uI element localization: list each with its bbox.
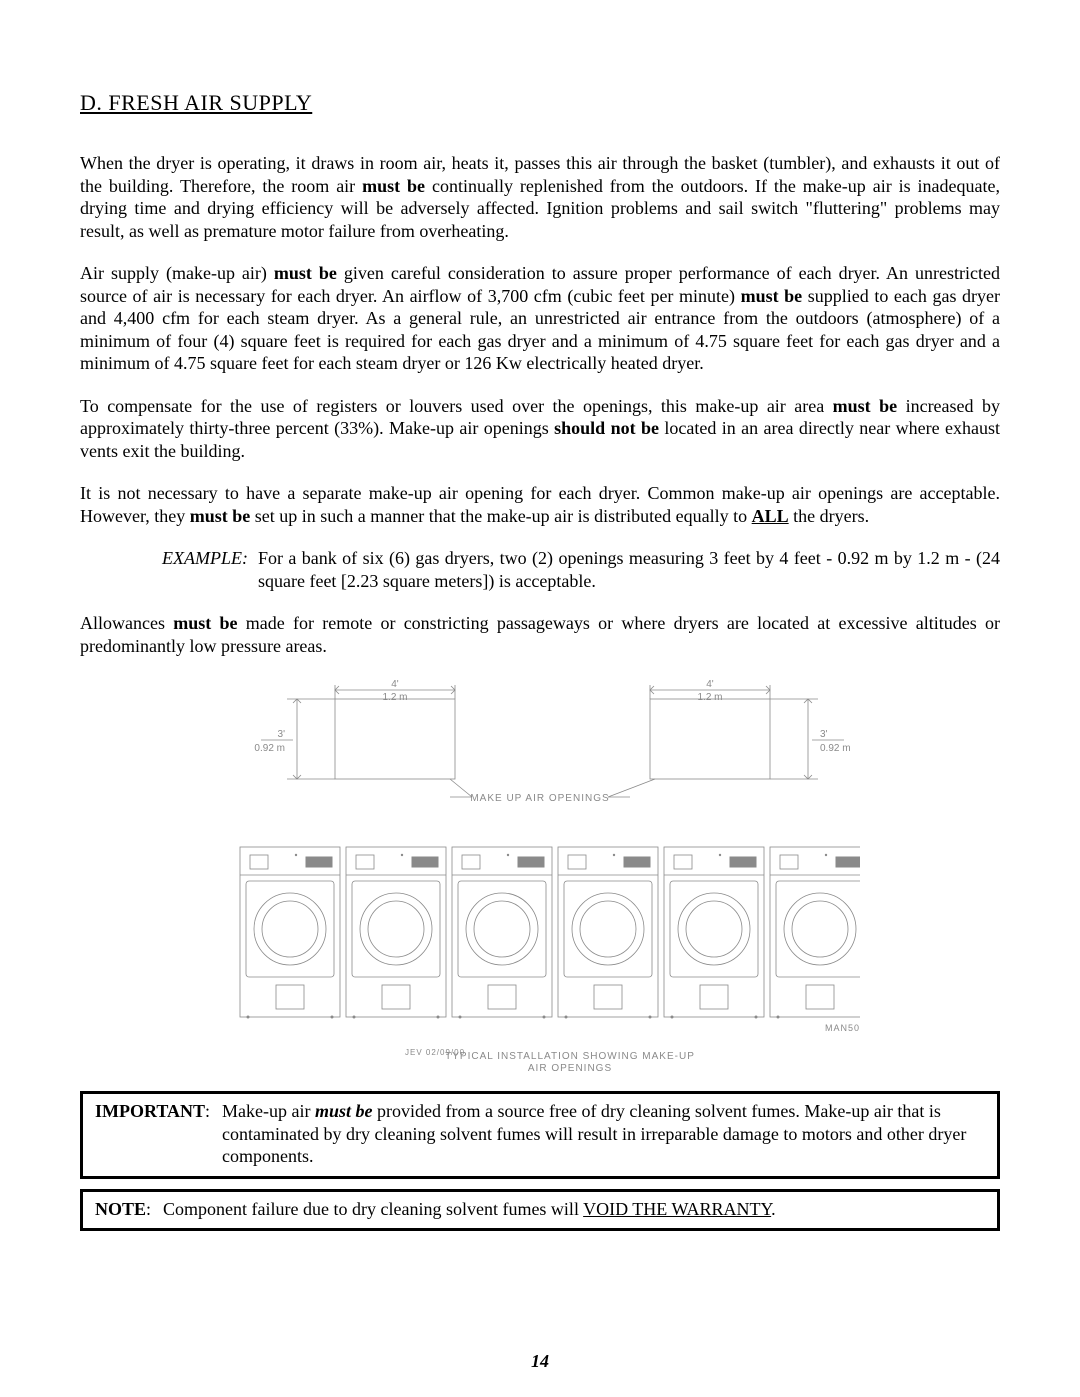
- svg-text:1.2 m: 1.2 m: [382, 692, 407, 703]
- svg-text:1.2 m: 1.2 m: [697, 692, 722, 703]
- svg-text:MAN5008: MAN5008: [825, 1023, 860, 1033]
- paragraph-3: To compensate for the use of registers o…: [80, 395, 1000, 463]
- page-number: 14: [0, 1351, 1080, 1372]
- text: To compensate for the use of registers o…: [80, 396, 833, 416]
- paragraph-4: It is not necessary to have a separate m…: [80, 482, 1000, 527]
- bold: must be: [833, 396, 897, 416]
- page: D. FRESH AIR SUPPLY When the dryer is op…: [0, 0, 1080, 1397]
- note-text: Component failure due to dry cleaning so…: [163, 1198, 985, 1221]
- svg-text:MAKE UP AIR OPENINGS: MAKE UP AIR OPENINGS: [470, 793, 609, 804]
- note-label: NOTE:: [95, 1198, 163, 1221]
- paragraph-2: Air supply (make-up air) must be given c…: [80, 262, 1000, 375]
- important-text: Make-up air must be provided from a sour…: [222, 1100, 985, 1168]
- section-title: D. FRESH AIR SUPPLY: [80, 90, 1000, 116]
- note-box: NOTE: Component failure due to dry clean…: [80, 1189, 1000, 1232]
- bold: IMPORTANT: [95, 1101, 205, 1121]
- bold: must be: [362, 176, 425, 196]
- example-text: For a bank of six (6) gas dryers, two (2…: [258, 547, 1000, 592]
- bold: NOTE: [95, 1199, 146, 1219]
- svg-text:4': 4': [391, 679, 399, 690]
- text: Make-up air: [222, 1101, 315, 1121]
- bold: must be: [173, 613, 237, 633]
- bold-italic: must be: [315, 1101, 373, 1121]
- important-box: IMPORTANT: Make-up air must be provided …: [80, 1091, 1000, 1179]
- svg-text:0.92 m: 0.92 m: [820, 743, 851, 754]
- example-label: EXAMPLE:: [162, 547, 258, 592]
- svg-text:AIR OPENINGS: AIR OPENINGS: [528, 1063, 612, 1074]
- text: .: [771, 1199, 776, 1219]
- text: the dryers.: [789, 506, 869, 526]
- svg-text:3': 3': [820, 729, 828, 740]
- text: Allowances: [80, 613, 173, 633]
- bold-underline: ALL: [752, 506, 789, 526]
- bold: must be: [190, 506, 251, 526]
- figure-svg: 4' 1.2 m 3' 0.92 m 4' 1.2 m 3' 0.92 m MAKE UP AI…: [220, 677, 860, 1077]
- underline: VOID THE WARRANTY: [583, 1199, 771, 1219]
- bold: must be: [741, 286, 803, 306]
- text: set up in such a manner that the make-up…: [250, 506, 751, 526]
- svg-text:4': 4': [706, 679, 714, 690]
- bold: should not be: [554, 418, 659, 438]
- bold: must be: [274, 263, 337, 283]
- installation-figure: 4' 1.2 m 3' 0.92 m 4' 1.2 m 3' 0.92 m MAKE UP AI…: [220, 677, 860, 1077]
- svg-text:TYPICAL INSTALLATION SHOWING M: TYPICAL INSTALLATION SHOWING MAKE-UP: [445, 1051, 695, 1062]
- important-label: IMPORTANT:: [95, 1100, 222, 1168]
- text: Component failure due to dry cleaning so…: [163, 1199, 583, 1219]
- text: Air supply (make-up air): [80, 263, 274, 283]
- svg-text:0.92 m: 0.92 m: [254, 743, 285, 754]
- example: EXAMPLE: For a bank of six (6) gas dryer…: [80, 547, 1000, 592]
- paragraph-1: When the dryer is operating, it draws in…: [80, 152, 1000, 242]
- paragraph-5: Allowances must be made for remote or co…: [80, 612, 1000, 657]
- svg-text:3': 3': [278, 729, 286, 740]
